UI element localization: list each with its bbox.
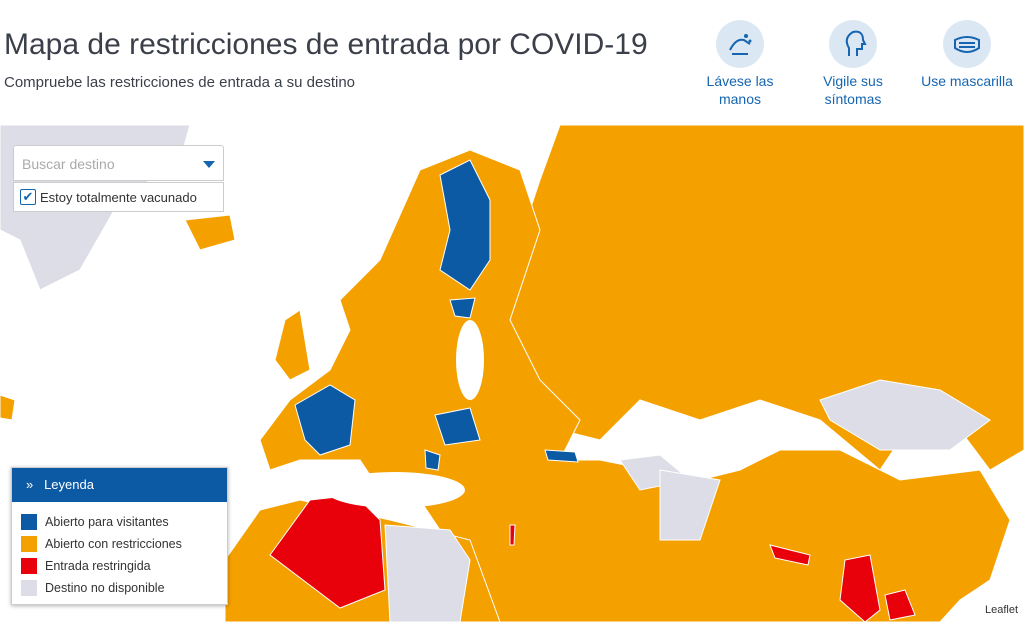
legend: » Leyenda Abierto para visitantes Abierto… bbox=[11, 467, 228, 605]
icon-glyph bbox=[954, 36, 980, 53]
map[interactable] bbox=[0, 125, 1024, 622]
search-placeholder: Buscar destino bbox=[22, 156, 115, 172]
tip: Use mascarilla bbox=[912, 20, 1022, 90]
icon bbox=[716, 20, 764, 68]
icon-glyph bbox=[729, 34, 752, 55]
tip: Vigile sus síntomas bbox=[798, 20, 908, 108]
tip-label: Lávese las manos bbox=[706, 73, 774, 107]
legend-title: Leyenda bbox=[44, 477, 94, 492]
dropdown-arrow[interactable] bbox=[203, 161, 215, 168]
icon bbox=[829, 20, 877, 68]
checkbox[interactable]: ✔ bbox=[20, 189, 36, 205]
legend-item: Destino no disponible bbox=[21, 580, 227, 596]
subtitle: Compruebe las restricciones de entrada a… bbox=[4, 74, 356, 91]
legend-swatch bbox=[21, 536, 37, 552]
search-box[interactable]: Buscar destino bbox=[13, 145, 224, 181]
legend-swatch bbox=[21, 580, 37, 596]
tip: Lávese las manos bbox=[685, 20, 795, 108]
title: Mapa de restricciones de entrada por COV… bbox=[4, 28, 648, 61]
legend-swatch bbox=[21, 514, 37, 530]
icon bbox=[943, 20, 991, 68]
legend-label: Abierto con restricciones bbox=[45, 537, 182, 551]
legend-item: Abierto para visitantes bbox=[21, 514, 227, 530]
legend-label: Abierto para visitantes bbox=[45, 515, 169, 529]
attribution[interactable]: Leaflet bbox=[982, 604, 1020, 616]
icon-glyph bbox=[845, 30, 867, 56]
tip-label: Vigile sus síntomas bbox=[823, 73, 883, 107]
vaccinated-filter[interactable]: ✔ Estoy totalmente vacunado bbox=[13, 182, 224, 212]
legend-item: Abierto con restricciones bbox=[21, 536, 227, 552]
tip-label: Use mascarilla bbox=[921, 73, 1013, 89]
legend-label: Destino no disponible bbox=[45, 581, 165, 595]
legend-items: Abierto para visitantes Abierto con restr… bbox=[12, 502, 227, 596]
legend-swatch bbox=[21, 558, 37, 574]
legend-label: Entrada restringida bbox=[45, 559, 151, 573]
legend-header[interactable]: » Leyenda bbox=[12, 468, 227, 502]
legend-item: Entrada restringida bbox=[21, 558, 227, 574]
filter-label: Estoy totalmente vacunado bbox=[40, 189, 197, 205]
